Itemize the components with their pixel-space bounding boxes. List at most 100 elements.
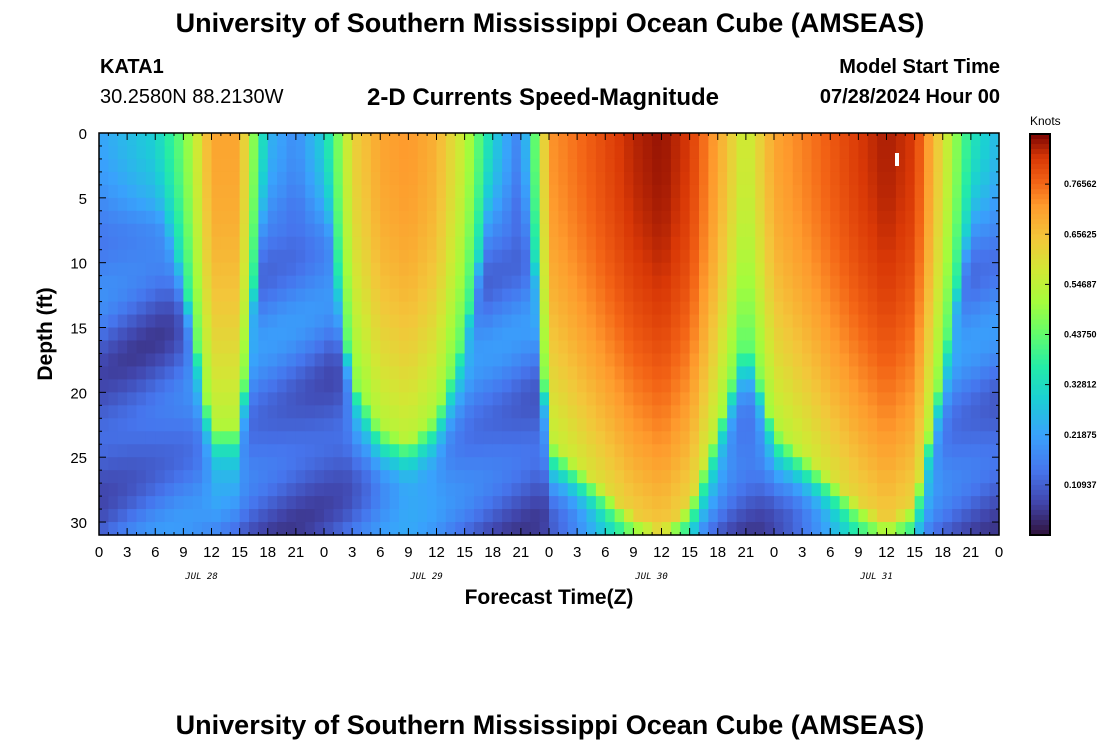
heatmap-cell: [417, 288, 428, 303]
heatmap-cell: [502, 483, 513, 497]
heatmap-cell: [520, 327, 531, 342]
heatmap-cell: [961, 366, 972, 380]
heatmap-cell: [492, 340, 503, 355]
heatmap-cell: [202, 184, 213, 199]
heatmap-cell: [286, 444, 297, 458]
heatmap-cell: [595, 340, 606, 355]
heatmap-cell: [877, 470, 888, 484]
heatmap-cell: [370, 301, 381, 316]
heatmap-cell: [258, 379, 269, 393]
heatmap-cell: [436, 340, 447, 355]
colorbar-segment: [1030, 459, 1050, 466]
x-tick-label: 12: [653, 544, 670, 561]
heatmap-cell: [567, 470, 578, 484]
heatmap-cell: [258, 236, 269, 251]
heatmap-cell: [211, 392, 222, 406]
heatmap-cell: [970, 509, 981, 523]
heatmap-cell: [849, 457, 859, 471]
heatmap-cell: [230, 197, 241, 212]
heatmap-cell: [295, 145, 306, 160]
heatmap-cell: [389, 353, 400, 368]
heatmap-cell: [595, 197, 606, 212]
heatmap-cell: [820, 249, 831, 264]
heatmap-cell: [164, 340, 175, 355]
colorbar-segment: [1030, 524, 1050, 531]
heatmap-cell: [605, 158, 616, 173]
heatmap-cell: [764, 470, 775, 484]
heatmap-cell: [361, 210, 372, 225]
colorbar-segment: [1030, 494, 1050, 501]
heatmap-cell: [736, 145, 747, 160]
heatmap-cell: [127, 418, 138, 432]
heatmap-cell: [492, 145, 503, 160]
heatmap-cell: [811, 366, 822, 380]
heatmap-cell: [839, 418, 850, 432]
heatmap-cell: [230, 444, 241, 458]
heatmap-cell: [314, 392, 325, 406]
heatmap-cell: [942, 379, 953, 393]
heatmap-cell: [352, 249, 363, 264]
heatmap-cell: [399, 197, 409, 212]
heatmap-cell: [530, 483, 541, 497]
heatmap-cell: [886, 236, 897, 251]
heatmap-cell: [342, 249, 353, 264]
heatmap-cell: [445, 314, 456, 329]
heatmap-cell: [305, 314, 316, 329]
heatmap-cell: [295, 366, 306, 380]
heatmap-cell: [380, 353, 391, 368]
heatmap-cell: [192, 379, 203, 393]
heatmap-cell: [267, 496, 278, 510]
variable-title: 2-D Currents Speed-Magnitude: [367, 84, 720, 111]
heatmap-cell: [539, 197, 550, 212]
heatmap-cell: [399, 145, 409, 160]
heatmap-cell: [464, 236, 475, 251]
heatmap-cell: [970, 340, 981, 355]
heatmap-cell: [727, 197, 738, 212]
heatmap-cell: [333, 470, 344, 484]
heatmap-cell: [830, 145, 841, 160]
heatmap-cell: [530, 327, 541, 342]
date-label: JUL 30: [634, 572, 668, 582]
heatmap-cell: [370, 288, 381, 303]
heatmap-cell: [277, 418, 288, 432]
heatmap-cell: [286, 301, 297, 316]
heatmap-cell: [436, 470, 447, 484]
heatmap-cell: [483, 405, 494, 419]
heatmap-cell: [717, 392, 728, 406]
heatmap-cell: [961, 457, 972, 471]
heatmap-cell: [455, 431, 466, 445]
heatmap-cell: [914, 431, 925, 445]
heatmap-cell: [324, 366, 334, 380]
heatmap-cell: [830, 210, 841, 225]
heatmap-cell: [905, 145, 916, 160]
heatmap-cell: [389, 301, 400, 316]
heatmap-cell: [474, 288, 484, 303]
heatmap-cell: [239, 509, 250, 523]
heatmap-cell: [680, 288, 691, 303]
heatmap-cell: [220, 171, 231, 186]
heatmap-cell: [802, 457, 813, 471]
heatmap-cell: [352, 275, 363, 290]
heatmap-cell: [530, 133, 541, 147]
heatmap-cell: [230, 288, 241, 303]
heatmap-cell: [399, 470, 409, 484]
heatmap-cell: [520, 314, 531, 329]
heatmap-cell: [549, 431, 559, 445]
heatmap-cell: [942, 522, 953, 536]
heatmap-cell: [577, 392, 588, 406]
heatmap-cell: [445, 288, 456, 303]
heatmap-cell: [155, 249, 166, 264]
heatmap-cell: [155, 171, 166, 186]
heatmap-cell: [755, 262, 766, 277]
colorbar-segment: [1030, 214, 1050, 220]
heatmap-cell: [792, 353, 803, 368]
heatmap-cell: [811, 145, 822, 160]
heatmap-cell: [192, 340, 203, 355]
heatmap-cell: [905, 301, 916, 316]
heatmap-cell: [277, 223, 288, 238]
heatmap-cell: [933, 457, 944, 471]
heatmap-cell: [145, 496, 156, 510]
heatmap-cell: [211, 133, 222, 147]
heatmap-cell: [286, 223, 297, 238]
heatmap-cell: [267, 223, 278, 238]
